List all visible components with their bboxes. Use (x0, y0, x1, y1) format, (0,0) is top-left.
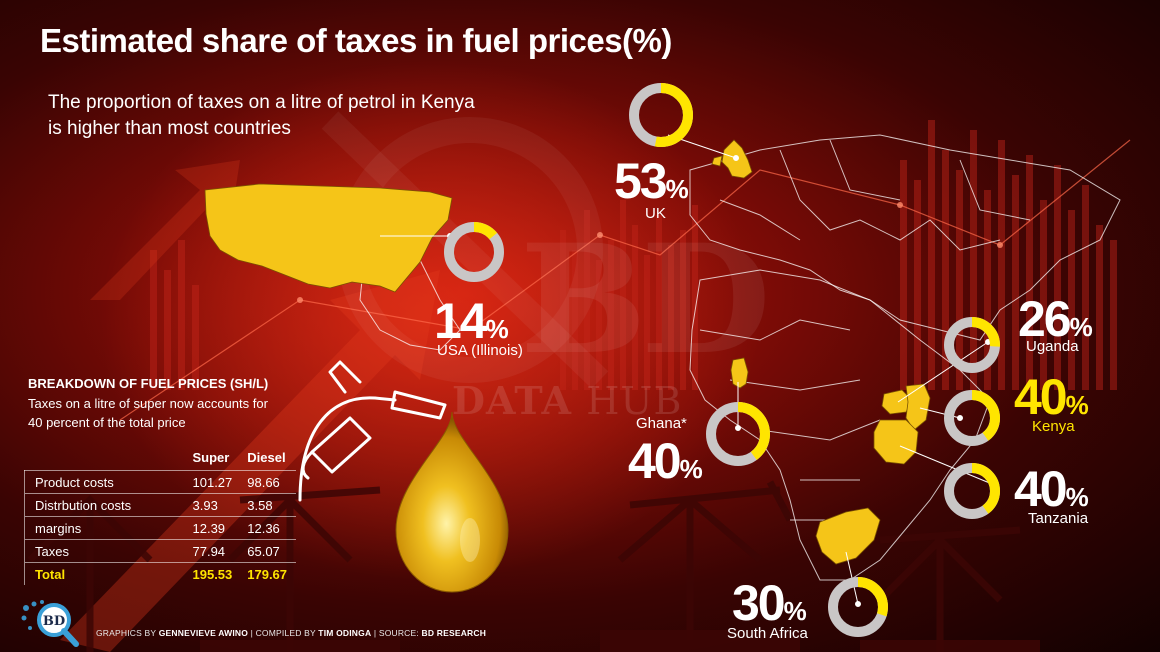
pct-uk: 53% (614, 153, 689, 209)
donut-uganda (944, 317, 1000, 373)
donut-tax-slice-ghana (706, 402, 770, 466)
chart-title: Estimated share of taxes in fuel prices(… (40, 22, 672, 59)
kenya-shape (905, 383, 931, 431)
donut-tax-slice-tanzania (944, 463, 1000, 519)
credits-compiled-label: | COMPILED BY (250, 628, 316, 638)
pct-tanzania: 40% (1014, 461, 1089, 517)
label-uganda: Uganda (1026, 338, 1079, 355)
breakdown-note: Taxes on a litre of super now accounts f… (28, 396, 268, 430)
credits-source-name: BD RESEARCH (421, 628, 487, 638)
label-tanzania: Tanzania (1028, 510, 1089, 527)
donut-kenya (944, 390, 1000, 446)
chart-subtitle: The proportion of taxes on a litre of pe… (48, 92, 475, 139)
cell-diesel: 3.58 (241, 493, 296, 517)
donut-tanzania (944, 463, 1000, 519)
table-row: Taxes 77.94 65.07 (24, 539, 296, 563)
breakdown-heading: BREAKDOWN OF FUEL PRICES (SH/L) (28, 376, 269, 391)
label-south-africa: South Africa (727, 625, 808, 642)
uk-shape (711, 139, 753, 179)
donut-tax-slice-kenya (944, 390, 1000, 446)
pump-jack-bases (200, 630, 1040, 652)
col-header-label (25, 448, 187, 471)
ghana-shape (730, 357, 749, 389)
col-header-diesel: Diesel (247, 450, 286, 465)
pct-south-africa: 30% (732, 575, 807, 631)
highlighted-countries (204, 139, 931, 565)
pct-ghana: 40% (628, 433, 703, 489)
cell-super: 77.94 (186, 539, 242, 563)
magnifier-icon: BD (21, 600, 79, 647)
label-kenya: Kenya (1032, 418, 1075, 435)
col-header-super: Super (192, 450, 230, 465)
cell-diesel: 12.36 (241, 516, 296, 540)
donut-tax-slice-uk (629, 83, 693, 147)
table-row: Distrbution costs 3.93 3.58 (24, 493, 296, 517)
donut-uk (629, 83, 693, 147)
donut-tax-slice-uganda (944, 317, 1000, 373)
fuel-nozzle-icon (298, 360, 447, 502)
data-hub-watermark: DATA HUB (452, 378, 682, 423)
world-map-outline (359, 134, 1121, 581)
table-total-row: Total 195.53 179.67 (24, 562, 296, 585)
table-row: margins 12.39 12.36 (24, 516, 296, 540)
bd-watermark: BD (520, 212, 771, 388)
total-diesel: 179.67 (241, 562, 296, 585)
row-label: Taxes (24, 539, 187, 563)
table-row: Product costs 101.27 98.66 (24, 470, 296, 494)
fuel-price-table: Super Diesel Product costs 101.27 98.66 … (24, 448, 296, 585)
logo-text: BD (43, 614, 65, 629)
credits-source-label: | SOURCE: (373, 628, 419, 638)
credits-line: GRAPHICS BY GENNEVIEVE AWINO | COMPILED … (96, 628, 486, 638)
cell-diesel: 65.07 (241, 539, 296, 563)
donut-tax-slice-south-africa (828, 577, 888, 637)
cell-super: 3.93 (186, 493, 242, 517)
usa-shape (204, 183, 453, 293)
tanzania-shape (873, 419, 919, 465)
pct-usa: 14% (434, 293, 509, 349)
uganda-shape (881, 389, 913, 415)
label-uk: UK (645, 205, 666, 222)
pct-uganda: 26% (1018, 291, 1093, 347)
cell-super: 101.27 (186, 470, 242, 494)
donut-ghana (706, 402, 770, 466)
data-hub-bold: DATA (452, 378, 573, 423)
donut-south-africa (828, 577, 888, 637)
pct-kenya: 40% (1014, 369, 1089, 425)
donut-usa-illinois (444, 222, 504, 282)
total-super: 195.53 (186, 562, 242, 585)
label-ghana: Ghana* (636, 415, 687, 432)
cell-super: 12.39 (186, 516, 242, 540)
row-label: margins (24, 516, 187, 540)
credits-graphics-name: GENNEVIEVE AWINO (158, 628, 249, 638)
credits-compiled-name: TIM ODINGA (318, 628, 372, 638)
row-label: Distrbution costs (24, 493, 187, 517)
data-hub-light: HUB (586, 379, 683, 423)
total-label: Total (24, 562, 187, 585)
donut-tax-slice-usa-illinois (444, 222, 504, 282)
cell-diesel: 98.66 (241, 470, 296, 494)
credits-graphics-label: GRAPHICS BY (96, 628, 157, 638)
row-label: Product costs (24, 470, 187, 494)
table-header-row: Super Diesel (25, 448, 297, 471)
label-usa: USA (Illinois) (437, 342, 523, 359)
south-africa-shape (815, 507, 881, 565)
background-bars (150, 120, 1117, 390)
oil-drop-icon (395, 411, 509, 593)
